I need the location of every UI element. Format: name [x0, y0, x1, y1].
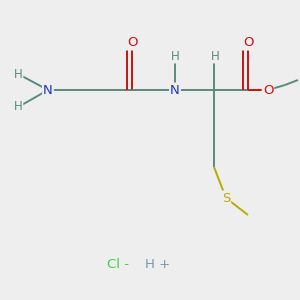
Text: S: S [222, 191, 230, 205]
Text: H: H [14, 100, 22, 112]
Text: H +: H + [146, 259, 171, 272]
Text: N: N [170, 83, 180, 97]
Text: H: H [14, 68, 22, 82]
Text: O: O [243, 37, 253, 50]
Text: N: N [43, 83, 53, 97]
Text: O: O [263, 83, 273, 97]
Text: O: O [127, 37, 137, 50]
Text: H: H [211, 50, 219, 62]
Text: H: H [171, 50, 179, 62]
Text: Cl -: Cl - [107, 259, 129, 272]
